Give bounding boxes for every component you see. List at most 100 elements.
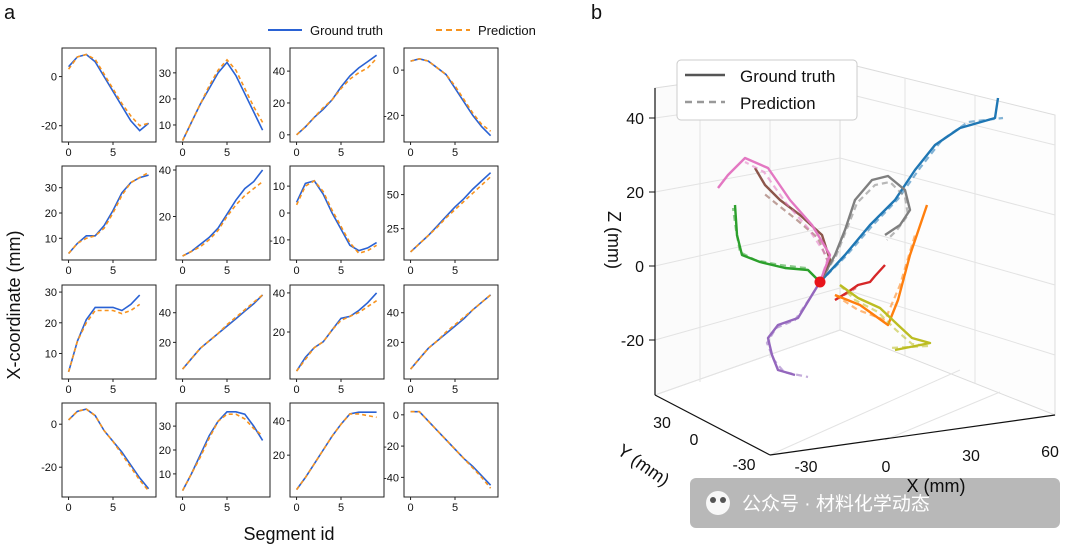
subplot: 40 20 0 5 — [273, 284, 385, 396]
ytick-label: 50 — [387, 190, 399, 202]
ytick-label: 0 — [690, 432, 699, 449]
ytick-label: 40 — [159, 308, 171, 320]
ytick-label: 0 — [393, 65, 399, 77]
series-prediction — [181, 294, 264, 370]
series-prediction — [182, 180, 264, 257]
ytick-label: 20 — [273, 450, 285, 462]
ytick-label: 10 — [159, 469, 171, 481]
ytick-label: 20 — [159, 337, 171, 349]
subplot: 0 -20 -40 0 5 — [383, 402, 499, 514]
ytick-label: 10 — [45, 233, 57, 245]
panel-b-ylabel: Y (mm) — [614, 440, 674, 490]
ytick-label: 40 — [273, 66, 285, 78]
series-prediction — [181, 58, 264, 141]
xtick-label: 0 — [293, 502, 299, 514]
trajectory-prediction — [765, 281, 821, 379]
series-prediction — [410, 57, 492, 132]
xtick-label: 0 — [179, 147, 185, 159]
xtick-label: 0 — [179, 502, 185, 514]
xtick-label: 0 — [293, 265, 299, 277]
series-ground-truth — [295, 179, 378, 252]
series-ground-truth — [410, 172, 492, 253]
xtick-label: 5 — [224, 147, 230, 159]
wechat-icon — [706, 491, 730, 515]
series-prediction — [410, 176, 492, 253]
xtick-label: 0 — [407, 384, 413, 396]
series-prediction — [410, 410, 492, 489]
ytick-label: 0 — [51, 72, 57, 84]
trajectory-ground-truth — [834, 204, 929, 327]
xtick-label: 5 — [452, 384, 458, 396]
subplot-frame — [289, 284, 385, 380]
xtick-label: 0 — [179, 265, 185, 277]
ztick-label: -20 — [621, 333, 644, 350]
xtick-label: 5 — [224, 502, 230, 514]
panel-a-label: a — [4, 2, 16, 24]
trajectory-prediction — [834, 234, 917, 322]
panel-a-ylabel: X-coordinate (mm) — [4, 230, 24, 379]
ztick-label: 20 — [626, 185, 644, 202]
ytick-label: 20 — [387, 337, 399, 349]
subplot-frame — [175, 402, 271, 498]
xtick-label: 5 — [110, 147, 116, 159]
series-ground-truth — [67, 174, 149, 255]
legend-ground-truth-label: Ground truth — [310, 23, 383, 38]
subplot: 50 25 0 5 — [387, 165, 499, 277]
trajectory-prediction — [839, 284, 929, 350]
series-prediction — [295, 179, 378, 255]
xtick-label: 0 — [179, 384, 185, 396]
subplot: 30 20 10 0 5 — [159, 47, 271, 159]
subplot: 30 20 10 0 5 — [159, 402, 271, 514]
ytick-label: 0 — [393, 410, 399, 422]
ytick-label: 20 — [273, 327, 285, 339]
xtick-label: 5 — [110, 384, 116, 396]
3d-trajectories — [717, 97, 1004, 379]
subplot-frame — [61, 165, 157, 261]
series-prediction — [67, 303, 141, 373]
series-ground-truth — [67, 294, 141, 373]
panel-a-xlabel: Segment id — [243, 524, 334, 544]
xtick-label: 0 — [293, 384, 299, 396]
subplot-frame — [289, 402, 385, 498]
ytick-label: 20 — [45, 208, 57, 220]
ytick-label: 20 — [159, 94, 171, 106]
ytick-label: 30 — [45, 183, 57, 195]
ytick-label: 0 — [279, 208, 285, 220]
3d-ticks: 40 20 0 -20 30 0 -30 -30 0 30 60 — [621, 111, 1059, 476]
panel-b-zlabel: Z (mm) — [604, 211, 624, 269]
xtick-label: 5 — [452, 265, 458, 277]
ytick-label: 40 — [387, 308, 399, 320]
ytick-label: 10 — [45, 349, 57, 361]
ytick-label: 10 — [159, 120, 171, 132]
series-prediction — [295, 300, 378, 372]
series-ground-truth — [182, 169, 264, 257]
ytick-label: 30 — [653, 415, 671, 432]
panel-b-label: b — [591, 2, 602, 24]
legend-prediction-label: Prediction — [478, 23, 536, 38]
series-prediction — [68, 408, 150, 492]
panel-b-legend: Ground truth Prediction — [676, 59, 858, 121]
xtick-label: 5 — [110, 265, 116, 277]
xtick-label: 0 — [407, 265, 413, 277]
ztick-label: 0 — [635, 259, 644, 276]
ytick-label: -20 — [383, 110, 399, 122]
subplot: 0 -20 0 5 — [41, 47, 157, 159]
ytick-label: 30 — [45, 287, 57, 299]
xtick-label: 5 — [338, 265, 344, 277]
xtick-label: 5 — [224, 384, 230, 396]
xtick-label: 0 — [293, 147, 299, 159]
ytick-label: 0 — [279, 130, 285, 142]
subplot: 40 20 0 5 — [159, 165, 271, 277]
xtick-label: 0 — [882, 459, 891, 476]
ytick-label: -20 — [41, 462, 57, 474]
xtick-label: 5 — [452, 502, 458, 514]
xtick-label: 5 — [110, 502, 116, 514]
ytick-label: 0 — [51, 419, 57, 431]
xtick-label: 0 — [65, 265, 71, 277]
watermark-text: 公众号 · 材料化学动态 — [742, 493, 930, 515]
ytick-label: 10 — [273, 181, 285, 193]
series-ground-truth — [410, 57, 492, 137]
xtick-label: 5 — [452, 147, 458, 159]
